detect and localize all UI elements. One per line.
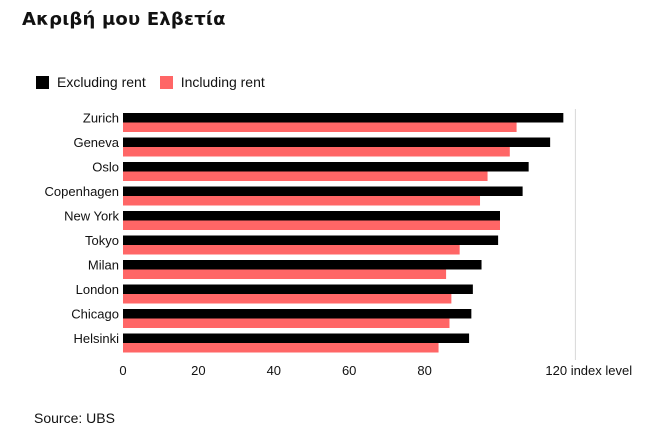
legend-swatch-including bbox=[159, 75, 173, 89]
bar-excluding-rent bbox=[123, 186, 523, 196]
bar-excluding-rent bbox=[123, 162, 529, 172]
bar-including-rent bbox=[123, 220, 500, 230]
legend-swatch-excluding bbox=[36, 75, 49, 89]
legend: Excluding rent Including rent bbox=[36, 74, 279, 90]
bar-including-rent bbox=[123, 122, 517, 132]
category-label: Geneva bbox=[73, 135, 119, 150]
x-tick-label: 40 bbox=[267, 363, 281, 378]
bar-including-rent bbox=[123, 318, 450, 328]
x-tick-label: 0 bbox=[119, 363, 126, 378]
bar-excluding-rent bbox=[123, 113, 564, 123]
category-label: Tokyo bbox=[85, 233, 119, 248]
source-note: Source: UBS bbox=[34, 410, 115, 426]
category-label: Copenhagen bbox=[45, 184, 119, 199]
bar-excluding-rent bbox=[123, 211, 500, 221]
bar-including-rent bbox=[123, 269, 447, 279]
x-tick-label: 60 bbox=[342, 363, 356, 378]
legend-item-excluding: Excluding rent bbox=[36, 74, 146, 90]
category-label: Zurich bbox=[83, 111, 119, 126]
x-tick-label: 80 bbox=[417, 363, 431, 378]
bar-excluding-rent bbox=[123, 333, 470, 343]
bar-including-rent bbox=[123, 147, 510, 157]
bar-excluding-rent bbox=[123, 235, 499, 245]
bar-including-rent bbox=[123, 196, 481, 206]
category-label: Oslo bbox=[92, 160, 119, 175]
legend-label-excluding: Excluding rent bbox=[57, 74, 146, 90]
chart-title: Ακριβή μου Ελβετία bbox=[22, 9, 226, 30]
x-tick-label: 120 index level bbox=[545, 363, 632, 378]
category-label: Milan bbox=[88, 258, 119, 273]
bar-excluding-rent bbox=[123, 260, 482, 270]
bar-excluding-rent bbox=[123, 137, 551, 147]
bar-including-rent bbox=[123, 245, 460, 255]
bar-excluding-rent bbox=[123, 284, 473, 294]
category-label: London bbox=[76, 282, 119, 297]
category-label: Chicago bbox=[71, 307, 119, 322]
category-label: Helsinki bbox=[73, 331, 119, 346]
bar-including-rent bbox=[123, 171, 488, 181]
legend-label-including: Including rent bbox=[180, 74, 265, 90]
category-label: New York bbox=[64, 209, 119, 224]
bar-including-rent bbox=[123, 294, 452, 304]
x-tick-label: 20 bbox=[191, 363, 205, 378]
legend-item-including: Including rent bbox=[159, 74, 265, 90]
bar-including-rent bbox=[123, 343, 439, 353]
bar-excluding-rent bbox=[123, 309, 472, 319]
